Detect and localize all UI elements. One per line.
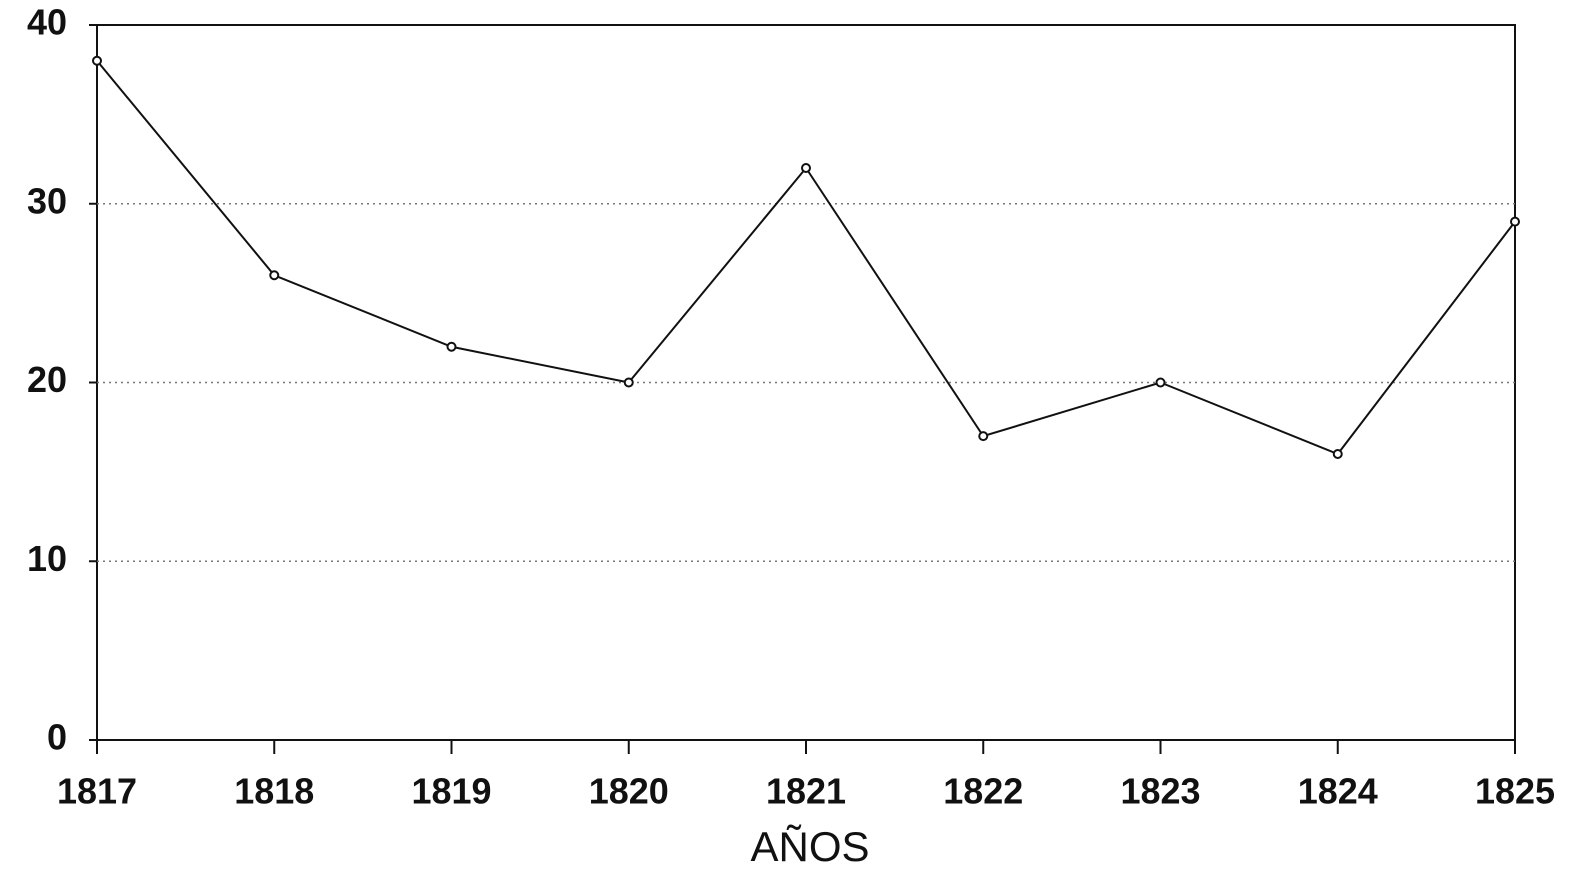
x-axis-label: AÑOS bbox=[750, 823, 869, 870]
x-tick-label: 1818 bbox=[234, 771, 314, 812]
point bbox=[623, 377, 634, 388]
x-tick-label: 1820 bbox=[589, 771, 669, 812]
point bbox=[1510, 216, 1520, 227]
y-tick-label: 30 bbox=[27, 180, 67, 221]
x-tick-label: 1819 bbox=[411, 771, 491, 812]
point bbox=[1155, 377, 1166, 388]
point bbox=[801, 163, 811, 173]
x-tick-label: 1823 bbox=[1120, 771, 1200, 812]
point bbox=[269, 270, 280, 281]
y-tick-label: 40 bbox=[27, 2, 67, 43]
point bbox=[978, 431, 989, 442]
x-tick-label: 1817 bbox=[57, 771, 137, 812]
point bbox=[1332, 449, 1343, 459]
y-tick-label: 0 bbox=[47, 717, 67, 758]
y-tick-label: 20 bbox=[27, 359, 67, 400]
line bbox=[96, 60, 1516, 456]
x-tick-label: 1822 bbox=[943, 771, 1023, 812]
x-tick-label: 1824 bbox=[1298, 771, 1378, 812]
point bbox=[92, 55, 102, 66]
x-tick-label: 1821 bbox=[766, 771, 846, 812]
x-tick-label: 1825 bbox=[1475, 771, 1555, 812]
y-tick-label: 10 bbox=[27, 538, 67, 579]
point bbox=[446, 341, 457, 352]
